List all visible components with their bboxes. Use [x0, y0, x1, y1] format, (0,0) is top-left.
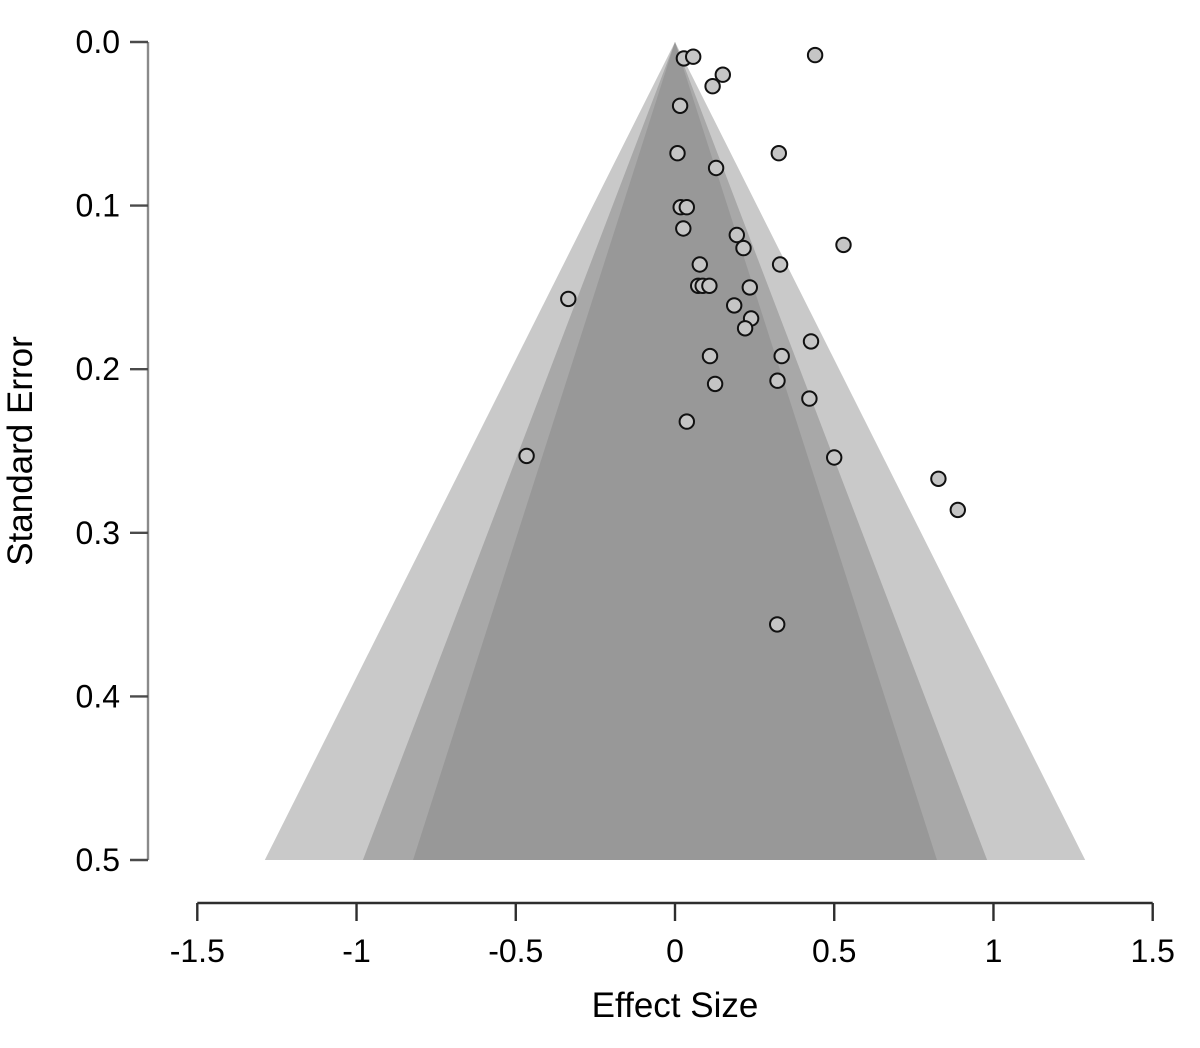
data-point [769, 616, 786, 633]
data-point [726, 297, 743, 314]
data-point [835, 236, 852, 254]
data-point [728, 226, 745, 244]
data-point [707, 159, 725, 177]
data-point [801, 390, 818, 407]
data-point [669, 145, 686, 162]
data-point [949, 501, 966, 519]
data-point [826, 449, 843, 466]
axes-layer: 0.0 0.1 0.2 0.3 0.4 0.5 -1.5 -1 -0.5 0 0.5 1 1.5 [76, 24, 1175, 969]
x-tick-label: 0.5 [812, 933, 856, 969]
data-point [802, 333, 820, 350]
y-tick-label: 0.3 [76, 515, 120, 551]
y-tick-label: 0.1 [76, 188, 120, 224]
funnel-contour-regions [264, 42, 1086, 860]
data-point [678, 413, 695, 430]
x-tick-label: 1.5 [1130, 933, 1174, 969]
data-point [691, 256, 708, 273]
data-point [769, 372, 786, 389]
data-point [735, 239, 752, 257]
data-point [714, 66, 731, 83]
data-point [704, 78, 721, 95]
x-tick-label: -1 [342, 933, 370, 969]
data-point [560, 290, 577, 308]
data-point [706, 375, 724, 393]
x-tick-label: -0.5 [488, 933, 543, 969]
y-tick-label: 0.0 [76, 24, 120, 60]
data-point [675, 220, 692, 237]
data-point [771, 256, 789, 273]
y-tick-label: 0.4 [76, 678, 120, 714]
x-tick-label: 0 [666, 933, 684, 969]
data-point [741, 279, 758, 296]
data-point [685, 48, 702, 65]
scatter-points-layer [518, 46, 966, 633]
y-tick-label: 0.5 [76, 842, 120, 878]
data-point [806, 46, 824, 64]
data-point [773, 347, 790, 365]
data-point [701, 277, 718, 294]
data-point [770, 145, 787, 162]
funnel-contour-90% [413, 42, 937, 860]
y-tick-label: 0.2 [76, 351, 120, 387]
data-point [671, 97, 689, 115]
data-point [518, 447, 535, 465]
data-point [736, 320, 754, 337]
x-tick-label: 1 [985, 933, 1003, 969]
data-point [678, 199, 695, 216]
data-point [930, 470, 947, 487]
x-tick-label: -1.5 [170, 933, 225, 969]
data-point [701, 347, 719, 365]
x-axis-title: Effect Size [592, 986, 759, 1025]
y-axis-title: Standard Error [1, 336, 40, 566]
